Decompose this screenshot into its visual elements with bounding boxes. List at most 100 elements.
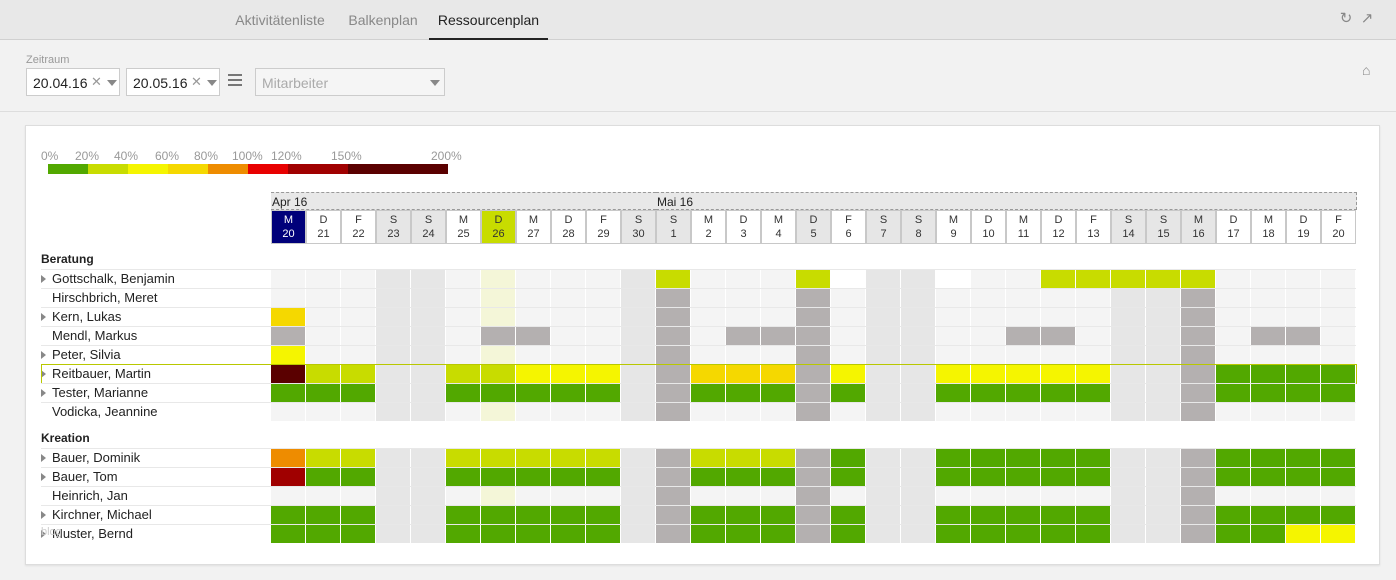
allocation-cell[interactable] <box>901 487 936 506</box>
allocation-cell[interactable] <box>271 327 306 346</box>
allocation-cell[interactable] <box>376 308 411 327</box>
allocation-cell[interactable] <box>376 487 411 506</box>
allocation-cell[interactable] <box>1251 449 1286 468</box>
allocation-cell[interactable] <box>621 468 656 487</box>
allocation-cell[interactable] <box>831 468 866 487</box>
allocation-cell[interactable] <box>376 346 411 365</box>
allocation-cell[interactable] <box>271 270 306 289</box>
allocation-cell[interactable] <box>936 525 971 544</box>
allocation-cell[interactable] <box>656 346 691 365</box>
allocation-cell[interactable] <box>411 289 446 308</box>
allocation-cell[interactable] <box>1251 506 1286 525</box>
allocation-cell[interactable] <box>1181 289 1216 308</box>
table-row[interactable] <box>41 345 1356 364</box>
allocation-cell[interactable] <box>726 327 761 346</box>
allocation-cell[interactable] <box>376 468 411 487</box>
allocation-cell[interactable] <box>1216 346 1251 365</box>
allocation-cell[interactable] <box>1251 468 1286 487</box>
allocation-cell[interactable] <box>411 468 446 487</box>
expand-arrow-icon[interactable] <box>41 530 46 538</box>
allocation-cell[interactable] <box>1041 384 1076 403</box>
table-row[interactable] <box>41 383 1356 402</box>
allocation-cell[interactable] <box>1216 525 1251 544</box>
allocation-cell[interactable] <box>901 506 936 525</box>
allocation-cell[interactable] <box>621 365 656 384</box>
allocation-cell[interactable] <box>341 403 376 422</box>
expand-arrow-icon[interactable] <box>41 473 46 481</box>
allocation-cell[interactable] <box>516 384 551 403</box>
allocation-cell[interactable] <box>796 403 831 422</box>
allocation-cell[interactable] <box>1111 403 1146 422</box>
allocation-cell[interactable] <box>1076 270 1111 289</box>
allocation-cell[interactable] <box>866 346 901 365</box>
allocation-cell[interactable] <box>1251 327 1286 346</box>
allocation-cell[interactable] <box>1111 365 1146 384</box>
allocation-cell[interactable] <box>1181 403 1216 422</box>
allocation-cell[interactable] <box>901 346 936 365</box>
allocation-cell[interactable] <box>481 289 516 308</box>
allocation-cell[interactable] <box>306 487 341 506</box>
allocation-cell[interactable] <box>936 346 971 365</box>
allocation-cell[interactable] <box>376 506 411 525</box>
allocation-cell[interactable] <box>1251 525 1286 544</box>
allocation-cell[interactable] <box>411 384 446 403</box>
allocation-cell[interactable] <box>586 365 621 384</box>
allocation-cell[interactable] <box>446 449 481 468</box>
allocation-cell[interactable] <box>376 365 411 384</box>
allocation-cell[interactable] <box>1146 449 1181 468</box>
allocation-cell[interactable] <box>761 487 796 506</box>
allocation-cell[interactable] <box>831 308 866 327</box>
allocation-cell[interactable] <box>1321 449 1356 468</box>
allocation-cell[interactable] <box>796 365 831 384</box>
allocation-cell[interactable] <box>796 308 831 327</box>
expand-arrow-icon[interactable] <box>41 370 46 378</box>
employee-row-label[interactable]: Peter, Silvia <box>41 345 121 364</box>
allocation-cell[interactable] <box>551 403 586 422</box>
allocation-cell[interactable] <box>586 525 621 544</box>
allocation-cell[interactable] <box>586 327 621 346</box>
allocation-cell[interactable] <box>796 506 831 525</box>
allocation-cell[interactable] <box>481 487 516 506</box>
allocation-cell[interactable] <box>446 365 481 384</box>
allocation-cell[interactable] <box>306 525 341 544</box>
allocation-cell[interactable] <box>376 289 411 308</box>
chevron-down-icon[interactable] <box>430 80 440 86</box>
allocation-cell[interactable] <box>936 506 971 525</box>
allocation-cell[interactable] <box>621 270 656 289</box>
allocation-cell[interactable] <box>1076 506 1111 525</box>
allocation-cell[interactable] <box>1111 327 1146 346</box>
allocation-cell[interactable] <box>831 346 866 365</box>
allocation-cell[interactable] <box>866 289 901 308</box>
allocation-cell[interactable] <box>971 506 1006 525</box>
allocation-cell[interactable] <box>1076 346 1111 365</box>
allocation-cell[interactable] <box>551 449 586 468</box>
allocation-cell[interactable] <box>446 270 481 289</box>
allocation-cell[interactable] <box>1111 346 1146 365</box>
allocation-cell[interactable] <box>656 468 691 487</box>
allocation-cell[interactable] <box>1216 365 1251 384</box>
allocation-cell[interactable] <box>306 308 341 327</box>
employee-row-label[interactable]: Kern, Lukas <box>41 307 121 326</box>
allocation-cell[interactable] <box>586 384 621 403</box>
allocation-cell[interactable] <box>761 506 796 525</box>
allocation-cell[interactable] <box>796 449 831 468</box>
allocation-cell[interactable] <box>901 270 936 289</box>
allocation-cell[interactable] <box>1111 487 1146 506</box>
allocation-cell[interactable] <box>936 487 971 506</box>
allocation-cell[interactable] <box>796 346 831 365</box>
allocation-cell[interactable] <box>691 365 726 384</box>
allocation-cell[interactable] <box>306 449 341 468</box>
allocation-cell[interactable] <box>1181 468 1216 487</box>
allocation-cell[interactable] <box>726 525 761 544</box>
allocation-cell[interactable] <box>1041 403 1076 422</box>
allocation-cell[interactable] <box>341 308 376 327</box>
allocation-cell[interactable] <box>551 487 586 506</box>
allocation-cell[interactable] <box>761 346 796 365</box>
allocation-cell[interactable] <box>1321 365 1356 384</box>
allocation-cell[interactable] <box>446 289 481 308</box>
allocation-cell[interactable] <box>1041 506 1076 525</box>
allocation-cell[interactable] <box>481 506 516 525</box>
allocation-cell[interactable] <box>971 308 1006 327</box>
allocation-cell[interactable] <box>586 289 621 308</box>
allocation-cell[interactable] <box>376 327 411 346</box>
